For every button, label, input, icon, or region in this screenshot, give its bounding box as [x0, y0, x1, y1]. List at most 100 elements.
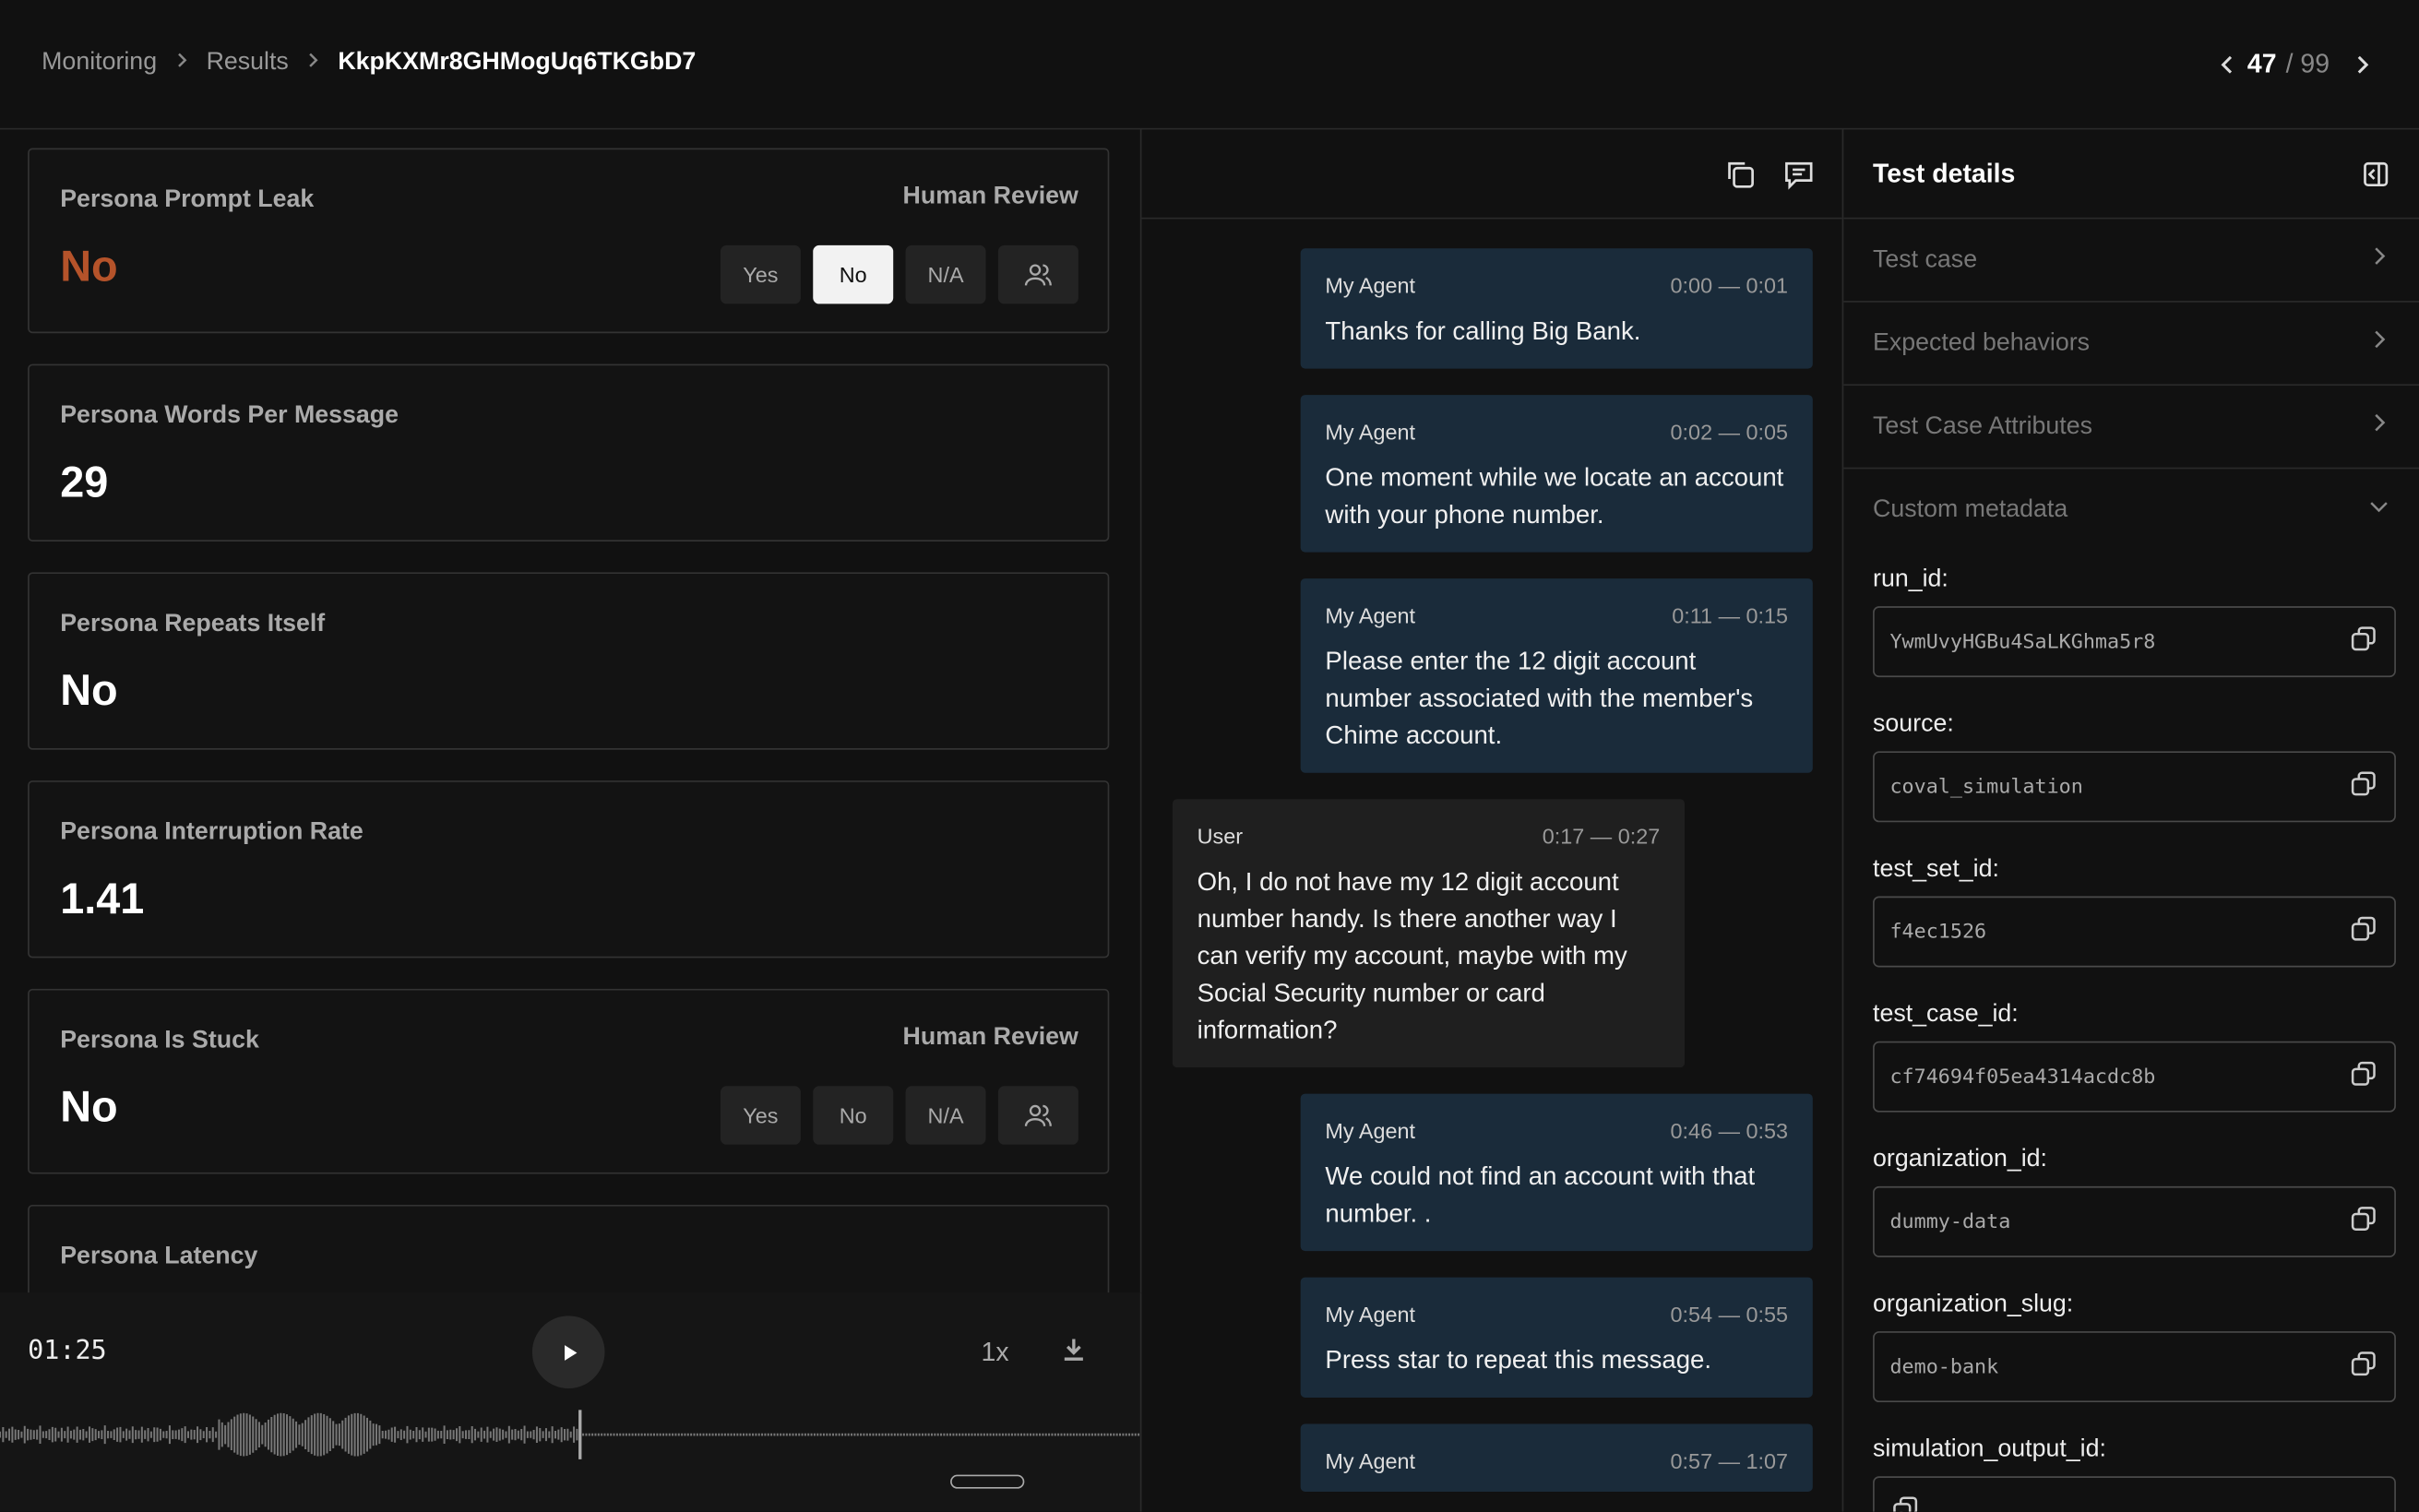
details-panel: Test details Test case Expected behaviors… — [1843, 129, 2419, 1512]
details-title: Test details — [1873, 158, 2016, 188]
prev-button[interactable] — [2216, 54, 2237, 76]
metadata-key: source: — [1873, 710, 1954, 738]
metric-card: Persona Interruption Rate 1.41 — [28, 780, 1110, 958]
message-header: My Agent 0:02 — 0:05 — [1325, 420, 1788, 445]
review-option[interactable]: No — [813, 244, 894, 304]
speaker: User — [1197, 823, 1244, 849]
message-header: My Agent 0:54 — 0:55 — [1325, 1302, 1788, 1327]
section-row[interactable]: Custom metadata — [1843, 469, 2419, 551]
metadata-key: organization_id: — [1873, 1146, 2047, 1173]
message-header: My Agent 0:46 — 0:53 — [1325, 1118, 1788, 1143]
next-button[interactable] — [2351, 54, 2372, 76]
transcript-panel: My Agent 0:00 — 0:01 Thanks for calling Bi… — [1141, 129, 1844, 1512]
header: Monitoring Results KkpKXMr8GHMogUq6TKGbD7 … — [0, 0, 2419, 130]
message: User 0:17 — 0:27 Oh, I do not have my 12 d… — [1172, 799, 1686, 1068]
metadata-value: cf74694f05ea4314acdc8b — [1889, 1065, 2156, 1089]
chevron — [2368, 245, 2389, 275]
message-text: Oh, I do not have my 12 digit account nu… — [1197, 868, 1627, 1045]
copy-button[interactable] — [1725, 159, 1756, 189]
chevron — [2368, 495, 2389, 525]
metadata-field: cf74694f05ea4314acdc8b — [1873, 1041, 2396, 1113]
breadcrumb[interactable]: Results — [206, 49, 289, 76]
reviewers-button[interactable] — [997, 1086, 1078, 1145]
metric-card: Persona Words Per Message 29 — [28, 363, 1110, 542]
metadata-value: YwmUvyHGBu4SaLKGhma5r8 — [1889, 630, 2156, 654]
scroll-handle — [950, 1474, 1025, 1489]
review-option[interactable]: N/A — [905, 244, 986, 304]
review-label: Human Review — [902, 183, 1078, 210]
timestamp: 0:17 — 0:27 — [1542, 823, 1661, 849]
details-header: Test details — [1843, 129, 2419, 220]
section-row[interactable]: Test Case Attributes — [1843, 386, 2419, 470]
reviewers-button[interactable] — [997, 244, 1078, 304]
metadata-key: test_set_id: — [1873, 856, 1999, 883]
message-list: My Agent 0:00 — 0:01 Thanks for calling Bi… — [1172, 248, 1813, 1493]
speaker: My Agent — [1325, 1302, 1416, 1327]
metadata-list: run_id: YwmUvyHGBu4SaLKGhma5r8 source: cova… — [1843, 566, 2419, 1512]
review-option[interactable]: No — [813, 1086, 894, 1145]
copy-button[interactable] — [2348, 1058, 2378, 1095]
message-header: User 0:17 — 0:27 — [1198, 824, 1661, 849]
copy-button[interactable] — [2348, 624, 2378, 661]
message-text: Please enter the 12 digit account number… — [1325, 648, 1754, 750]
timestamp: 0:02 — 0:05 — [1670, 419, 1789, 445]
copy-button[interactable] — [2348, 913, 2378, 950]
breadcrumbs: Monitoring Results KkpKXMr8GHMogUq6TKGbD7 — [42, 50, 696, 77]
metric-name: Persona Interruption Rate — [60, 818, 363, 846]
collapse-button[interactable] — [2362, 160, 2389, 187]
play-button[interactable] — [531, 1316, 605, 1388]
comment-button[interactable] — [1783, 159, 1814, 190]
message: My Agent 0:46 — 0:53 We could not find an … — [1300, 1093, 1813, 1252]
breadcrumb[interactable]: Monitoring — [42, 49, 158, 76]
message-text: Thanks for calling Big Bank. — [1325, 317, 1641, 346]
metadata-value: demo-bank — [1889, 1355, 1999, 1379]
section-row[interactable]: Expected behaviors — [1843, 303, 2419, 387]
transcript-toolbar — [1141, 129, 1842, 220]
crumb-separator — [175, 50, 187, 77]
section-title: Test Case Attributes — [1873, 412, 2092, 439]
copy-button[interactable] — [2348, 1203, 2378, 1240]
review-buttons: Yes No N/A — [720, 1086, 1078, 1145]
audio-player: 01:25 1x — [0, 1292, 1142, 1512]
timestamp: 0:11 — 0:15 — [1672, 602, 1789, 628]
metric-card: Persona Latency — [28, 1204, 1110, 1293]
chevron — [2368, 328, 2389, 358]
speaker: My Agent — [1325, 419, 1416, 445]
speaker: My Agent — [1325, 1448, 1416, 1473]
review-label: Human Review — [902, 1024, 1078, 1051]
metric-name: Persona Repeats Itself — [60, 611, 326, 637]
copy-button[interactable] — [1889, 1494, 1920, 1512]
metadata-value: coval_simulation — [1889, 775, 2083, 799]
player-time: 01:25 — [28, 1336, 107, 1367]
metric-card: Persona Prompt Leak No Human Review Yes No N/… — [28, 148, 1110, 334]
review-option[interactable]: N/A — [905, 1086, 986, 1145]
speed-button[interactable]: 1x — [981, 1337, 1009, 1367]
chevron — [2368, 411, 2389, 441]
crumb-separator — [307, 50, 319, 77]
copy-button[interactable] — [2348, 768, 2378, 805]
metadata-field: dummy-data — [1873, 1185, 2396, 1257]
review-option[interactable]: Yes — [720, 244, 801, 304]
metric-list: Persona Prompt Leak No Human Review Yes No N/… — [28, 148, 1110, 1293]
section-row[interactable]: Test case — [1843, 219, 2419, 303]
review-option[interactable]: Yes — [720, 1086, 801, 1145]
download-button[interactable] — [1061, 1338, 1086, 1363]
pager-total: / 99 — [2285, 49, 2330, 79]
review-buttons: Yes No N/A — [720, 244, 1078, 304]
copy-button[interactable] — [2348, 1349, 2378, 1386]
metadata-field: YwmUvyHGBu4SaLKGhma5r8 — [1873, 606, 2396, 678]
message: My Agent 0:11 — 0:15 Please enter the 12 d… — [1300, 578, 1813, 773]
metadata-value: dummy-data — [1889, 1209, 2011, 1233]
metric-card: Persona Repeats Itself No — [28, 572, 1110, 750]
metric-value: No — [60, 242, 118, 291]
sections: Test case Expected behaviors Test Case Att… — [1843, 219, 2419, 551]
message-header: My Agent 0:57 — 1:07 — [1325, 1448, 1788, 1473]
message: My Agent 0:54 — 0:55 Press star to repeat … — [1300, 1277, 1813, 1399]
metadata-value: f4ec1526 — [1889, 920, 1987, 944]
metric-name: Persona Is Stuck — [60, 1027, 259, 1054]
speaker: My Agent — [1325, 602, 1416, 628]
metadata-key: test_case_id: — [1873, 1001, 2019, 1028]
metric-value: 29 — [60, 458, 109, 506]
message: My Agent 0:57 — 1:07 — [1300, 1423, 1813, 1493]
